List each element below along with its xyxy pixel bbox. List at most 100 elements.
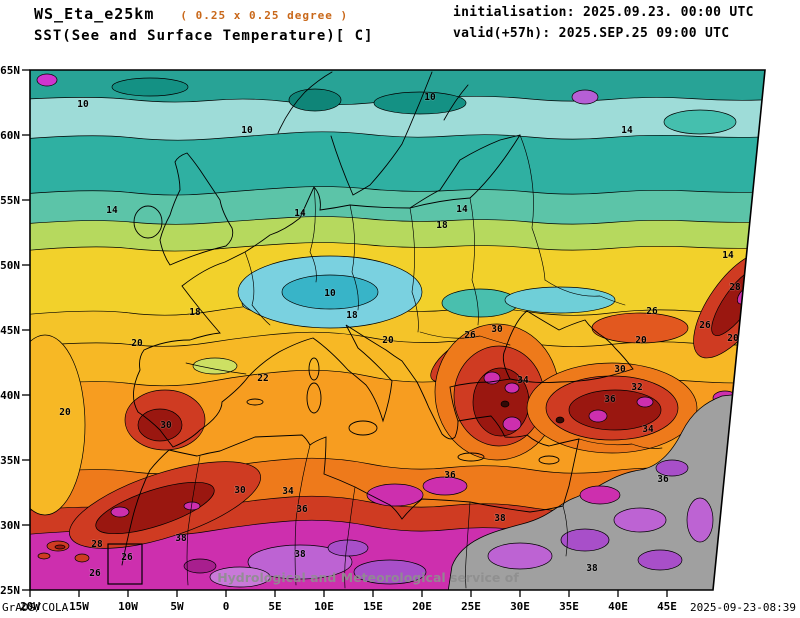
contour-label: 34 (517, 375, 529, 386)
border-line (309, 186, 317, 283)
purple-patch-on-gray (655, 459, 689, 477)
magenta-patch-on-gray (579, 485, 621, 505)
coast-aegean-levant-africa (121, 415, 580, 566)
coast-black-sea (502, 310, 634, 384)
x-axis-tick-label: 30E (510, 600, 530, 613)
purple-patch-on-gray (487, 542, 553, 570)
coast-crete (457, 452, 485, 462)
border-line (349, 204, 359, 311)
border-line (562, 505, 568, 557)
x-axis-tick-label: 15E (363, 600, 383, 613)
contour-label: 34 (642, 424, 654, 435)
contour-label: 20 (382, 335, 394, 346)
contour-label: 36 (296, 504, 308, 515)
cold-anomaly-blobs (30, 73, 737, 516)
border-line (419, 331, 511, 346)
x-axis-tick-label: 0 (223, 600, 230, 613)
y-axis-tick-label: 60N (0, 129, 20, 142)
contour-label: 10 (424, 92, 436, 103)
watermark: Hydrological and Meteorological service … (217, 570, 519, 585)
title-line: WS_Eta_e25km ( 0.25 x 0.25 degree ) (34, 4, 373, 23)
coast-corsica (308, 357, 320, 381)
valid-line: valid(+57h): 2025.SEP.25 09:00 UTC (453, 26, 754, 41)
x-axis-tick-label: 5W (170, 600, 184, 613)
cold-spot (36, 73, 58, 87)
y-axis-tick-label: 30N (0, 519, 20, 532)
red-sea-purple-strip (686, 497, 714, 543)
valid-label: valid(+57h): (453, 26, 551, 41)
initialisation-label: initialisation: (453, 5, 575, 20)
coast-cyprus (538, 455, 560, 465)
x-axis-tick-label: 10W (118, 600, 138, 613)
contour-line (30, 242, 765, 253)
sahara-purple-patch (209, 566, 271, 588)
hot-speck-dark (500, 400, 510, 408)
contour-label: 18 (346, 310, 358, 321)
x-axis-tick-label: 5E (268, 600, 281, 613)
contour-label: 30 (614, 364, 626, 375)
purple-patch-on-gray (613, 507, 667, 533)
cold-patch (663, 109, 737, 135)
map-field: Hydrological and Meteorological service … (30, 70, 765, 590)
y-axis-tick-label: 40N (0, 389, 20, 402)
border-line (469, 197, 479, 326)
y-axis-tick-label: 45N (0, 324, 20, 337)
x-axis-tick-label: 10E (314, 600, 334, 613)
border-line (185, 362, 247, 375)
grads-credit: GrADS/COLA (2, 601, 69, 614)
model-name: WS_Eta_e25km (34, 5, 155, 23)
coast-sicily (348, 420, 378, 436)
coastlines (121, 71, 634, 566)
resolution-label: ( 0.25 x 0.25 degree ) (180, 9, 349, 22)
contour-label: 26 (464, 330, 476, 341)
y-axis-tick-label: 55N (0, 194, 20, 207)
alps-cold-core (281, 274, 379, 310)
header-left: WS_Eta_e25km ( 0.25 x 0.25 degree ) SST(S… (34, 4, 373, 44)
valid-value: 2025.SEP.25 09:00 UTC (558, 26, 730, 41)
libya-coast-hot-patch (366, 483, 424, 507)
contour-label: 18 (436, 220, 448, 231)
contour-label: 14 (456, 204, 468, 215)
x-axis-tick-label: 35E (559, 600, 579, 613)
border-line (344, 486, 356, 589)
contour-label: 10 (324, 288, 336, 299)
initialisation-value: 2025.09.23. 00:00 UTC (583, 5, 754, 20)
x-axis-tick-label: 25E (461, 600, 481, 613)
contour-label: 28 (729, 282, 741, 293)
border-line (409, 207, 419, 333)
x-axis-tick-label: 20W (20, 600, 40, 613)
canary-island-blob (74, 553, 90, 563)
contour-label: 34 (282, 486, 294, 497)
contour-label: 38 (494, 513, 506, 524)
coast-mediterranean-north (172, 324, 511, 448)
coast-scandinavia (277, 71, 521, 209)
contour-label: 20 (131, 338, 143, 349)
contour-label: 20 (635, 335, 647, 346)
hot-speck (588, 409, 608, 423)
contour-label: 30 (491, 324, 503, 335)
atlas-hot-core (95, 481, 215, 535)
contour-label: 10 (77, 99, 89, 110)
contour-label: 26 (89, 568, 101, 579)
sahara-purple-patch (353, 559, 427, 585)
y-axis-tick-label: 25N (0, 584, 20, 597)
creation-timestamp: 2025-09-23-08:39 (690, 601, 796, 614)
border-line (519, 134, 546, 281)
coast-atlantic-baltic (133, 134, 521, 448)
purple-patch-on-gray (637, 549, 683, 571)
contour-label: 14 (294, 208, 306, 219)
y-axis-tick-label: 65N (0, 64, 20, 77)
header-right: initialisation: 2025.09.23. 00:00 UTC va… (453, 5, 754, 47)
x-axis-tick-label: 40E (608, 600, 628, 613)
sahara-purple-patch (247, 544, 353, 580)
country-borders (185, 134, 663, 589)
border-line (465, 501, 471, 589)
coast-sardinia (306, 382, 322, 414)
contour-label: 26 (121, 552, 133, 563)
contour-label: 20 (727, 333, 739, 344)
border-line (186, 455, 201, 586)
contour-label: 22 (257, 373, 268, 384)
